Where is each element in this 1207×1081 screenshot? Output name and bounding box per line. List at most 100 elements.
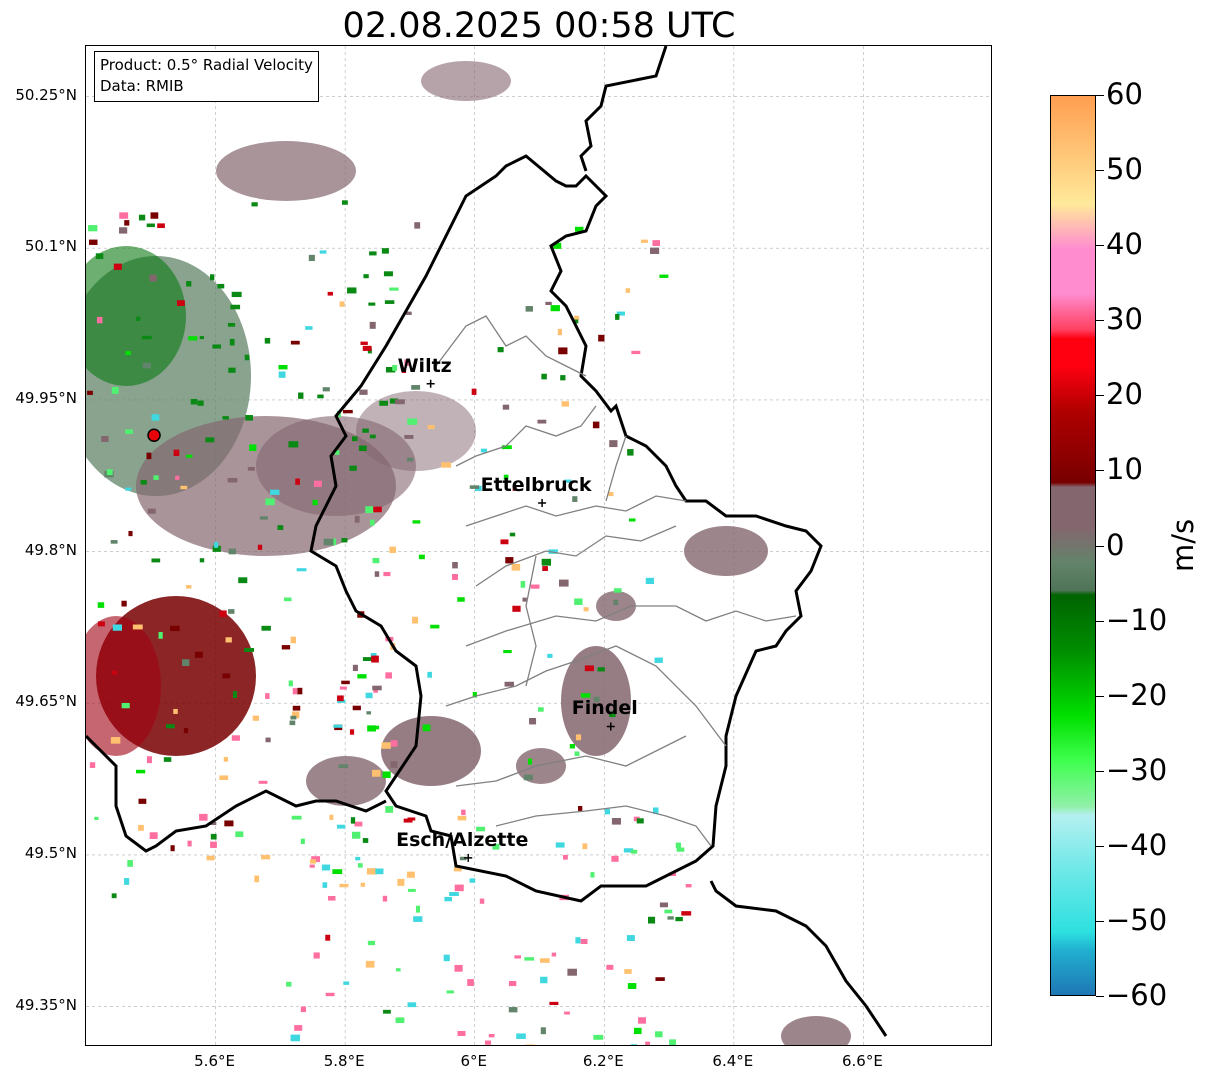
echo-pixel — [281, 645, 291, 650]
echo-pixel — [613, 588, 622, 593]
echo-pixel — [245, 415, 253, 421]
echo-pixel — [574, 751, 580, 756]
echo-pixel — [374, 571, 380, 577]
echo-pixel — [676, 847, 685, 852]
city-marker — [538, 499, 547, 508]
echo-pixel — [351, 831, 361, 839]
echo-pixel — [147, 508, 156, 514]
echo-pixel — [251, 202, 258, 207]
colorbar-tick-label: 20 — [1106, 377, 1143, 412]
lat-tick-label: 50.1°N — [24, 237, 77, 256]
echo-pixel — [132, 624, 143, 630]
echo-pixel — [149, 274, 157, 282]
echo-pixel — [572, 496, 578, 502]
echo-pixel — [453, 866, 462, 872]
echo-pixel — [149, 832, 158, 839]
echo-pixel — [606, 964, 614, 970]
echo-pixel — [210, 833, 217, 840]
echo-pixel — [231, 291, 242, 298]
echo-pixel — [582, 843, 588, 850]
city-markers — [426, 379, 615, 862]
echo-pixel — [545, 301, 552, 306]
echo-pixel — [611, 855, 619, 862]
echo-pixel — [415, 905, 421, 913]
lon-tick-label: 5.6°E — [194, 1052, 235, 1070]
colorbar-tick — [1096, 996, 1104, 997]
echo-pixel — [278, 364, 288, 370]
echo-pixel — [667, 916, 674, 920]
echo-pixel — [124, 878, 130, 885]
echo-pixel — [121, 702, 130, 709]
echo-pixel — [125, 429, 133, 434]
echo-pixel — [593, 696, 600, 703]
echo-pixel — [389, 287, 399, 291]
echo-pixel — [295, 478, 300, 485]
colorbar-tick — [1096, 395, 1104, 397]
echo-pixel — [297, 687, 303, 695]
echo-pixel — [630, 1044, 638, 1045]
echo-pixel — [210, 274, 215, 281]
echo-pixel — [524, 957, 535, 961]
colorbar-tick-label: −60 — [1106, 978, 1168, 1012]
echo-pixel — [395, 399, 405, 405]
radar-site-marker[interactable] — [147, 428, 161, 443]
echo-pixel — [106, 469, 113, 476]
echo-pixel — [540, 976, 548, 984]
echo-pixel — [354, 821, 363, 827]
city-marker — [464, 853, 473, 862]
echo-pixel — [558, 347, 568, 355]
echo-pixel — [292, 688, 298, 695]
echo-pixel — [128, 530, 133, 537]
echo-pixel — [112, 670, 117, 675]
echo-pixel — [427, 425, 435, 430]
echo-pixel — [412, 616, 419, 624]
echo-pixel — [422, 724, 431, 732]
echo-pixel — [338, 764, 349, 769]
echo-pixel — [480, 448, 488, 453]
lat-tick-label: 49.65°N — [15, 692, 77, 711]
echo-pixel — [555, 842, 565, 848]
echo-pixel — [157, 223, 165, 229]
echo-pixel — [563, 854, 568, 860]
echo-pixel — [413, 916, 423, 922]
echo-pixel — [341, 200, 348, 205]
echo-pixel — [636, 818, 644, 824]
echo-pixel — [343, 981, 350, 985]
echo-pixel — [249, 444, 257, 452]
radar-map[interactable] — [85, 45, 992, 1046]
echo-pixel — [235, 831, 244, 838]
echo-pixel — [362, 345, 372, 351]
echo-pixel — [365, 692, 373, 699]
echo-pixel — [244, 354, 250, 361]
echo-pixel — [166, 724, 175, 729]
echo-pixel — [124, 220, 130, 226]
echo-pixel — [96, 316, 103, 324]
echo-pixel — [290, 715, 297, 720]
colorbar-tick-label: −40 — [1106, 827, 1168, 862]
echo-pixel — [551, 952, 557, 957]
echo-pixel — [349, 729, 355, 735]
echo-pixel — [500, 539, 509, 545]
echo-pixel — [625, 288, 631, 293]
echo-pixel — [457, 815, 467, 821]
echo-pixel — [628, 518, 636, 522]
echo-pixel — [142, 362, 151, 369]
echo-pixel — [645, 1041, 651, 1045]
echo-pixel — [369, 321, 376, 329]
echo-pixel — [163, 757, 172, 762]
echo-pixel — [406, 457, 414, 462]
echo-pixel — [590, 872, 595, 878]
echo-pixel — [598, 334, 605, 342]
echo-pixel — [219, 610, 227, 617]
echo-pixel — [342, 409, 353, 414]
echo-pixel — [479, 898, 485, 904]
echo-pixel — [182, 659, 190, 666]
echo-pixel — [511, 563, 521, 571]
echo-pixel — [650, 247, 660, 254]
echo-pixel — [675, 842, 682, 848]
echo-pixel — [309, 859, 317, 864]
echo-pixel — [199, 813, 208, 821]
echo-pixel — [615, 313, 620, 320]
echo-pixel — [655, 977, 665, 981]
echo-pixel — [540, 1027, 546, 1035]
